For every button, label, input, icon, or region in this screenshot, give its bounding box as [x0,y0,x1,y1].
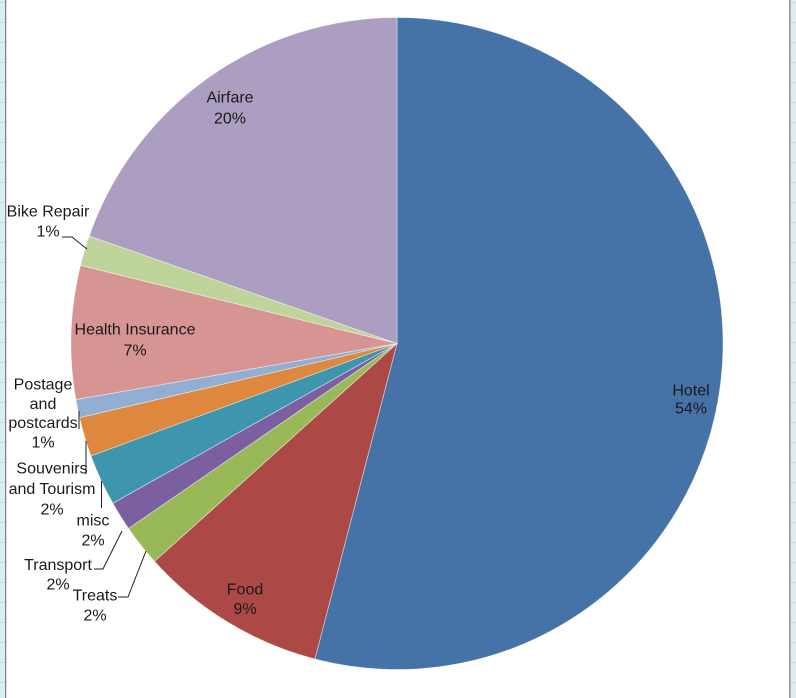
svg-text:Hotel: Hotel [672,383,709,400]
svg-text:9%: 9% [233,601,256,618]
svg-text:2%: 2% [83,608,106,625]
svg-text:misc: misc [77,513,110,530]
svg-text:Souvenirs: Souvenirs [16,461,87,478]
svg-text:Food: Food [227,582,263,599]
svg-text:2%: 2% [46,577,69,594]
svg-text:20%: 20% [214,111,246,128]
svg-text:and: and [30,396,57,413]
svg-text:7%: 7% [123,343,146,360]
svg-text:postcards: postcards [8,415,77,432]
svg-text:Airfare: Airfare [206,90,253,107]
svg-text:Treats: Treats [73,588,118,605]
svg-text:Health Insurance: Health Insurance [75,322,196,339]
svg-text:Bike Repair: Bike Repair [7,204,90,221]
svg-text:2%: 2% [40,502,63,519]
svg-text:2%: 2% [81,533,104,550]
svg-text:1%: 1% [36,224,59,241]
svg-text:1%: 1% [31,434,54,451]
svg-text:Transport: Transport [24,557,92,574]
svg-text:Postage: Postage [14,377,73,394]
svg-text:54%: 54% [675,401,707,418]
svg-text:and Tourism: and Tourism [9,481,96,498]
